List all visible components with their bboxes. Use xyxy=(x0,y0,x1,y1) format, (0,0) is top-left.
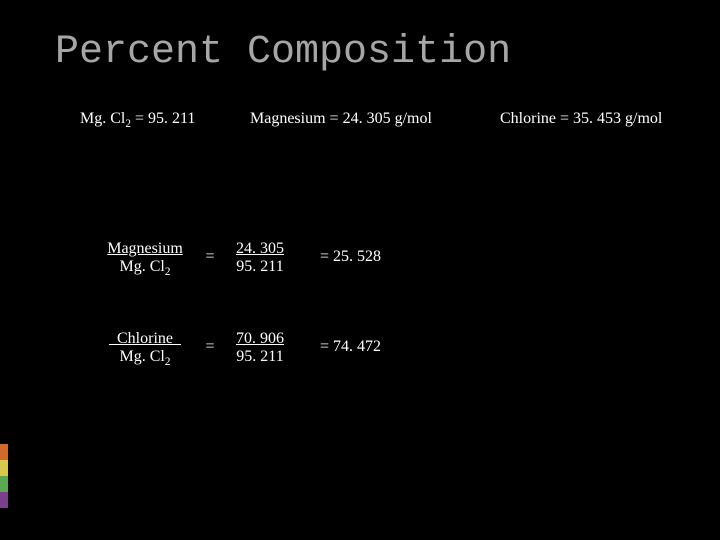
cl-result: = 74. 472 xyxy=(300,330,381,356)
decorative-color-strip xyxy=(0,444,8,508)
compound-formula-label: Mg. Cl xyxy=(80,110,125,127)
mg-fraction-numeric: 24. 305 95. 211 xyxy=(220,240,300,276)
mg-denominator-label: Mg. Cl xyxy=(120,258,165,275)
mg-result: = 25. 528 xyxy=(300,240,381,266)
cl-denominator-sub: 2 xyxy=(165,356,171,368)
strip-green xyxy=(0,476,8,492)
cl-num-bot: 95. 211 xyxy=(236,348,283,365)
cl-fraction-numeric: 70. 906 95. 211 xyxy=(220,330,300,366)
equals-sign: = xyxy=(200,330,220,356)
cl-fraction-element: Chlorine Mg. Cl2 xyxy=(90,330,200,368)
equals-sign: = xyxy=(200,240,220,266)
strip-orange xyxy=(0,444,8,460)
mg-denominator-sub: 2 xyxy=(165,266,171,278)
cl-num-top: 70. 906 xyxy=(232,330,288,348)
magnesium-mass: Magnesium = 24. 305 g/mol xyxy=(250,110,500,130)
compound-mass: Mg. Cl2 = 95. 211 xyxy=(80,110,250,130)
chlorine-equation: Chlorine Mg. Cl2 = 70. 906 95. 211 = 74.… xyxy=(90,330,450,368)
mg-fraction-element: Magnesium Mg. Cl2 xyxy=(90,240,200,278)
magnesium-equation: Magnesium Mg. Cl2 = 24. 305 95. 211 = 25… xyxy=(90,240,450,278)
molar-mass-header: Mg. Cl2 = 95. 211 Magnesium = 24. 305 g/… xyxy=(80,110,680,130)
chlorine-mass: Chlorine = 35. 453 g/mol xyxy=(500,110,680,130)
cl-numerator: Chlorine xyxy=(107,330,183,348)
strip-yellow xyxy=(0,460,8,476)
strip-purple xyxy=(0,492,8,508)
compound-formula-value: = 95. 211 xyxy=(131,110,195,127)
cl-denominator-label: Mg. Cl xyxy=(120,348,165,365)
mg-num-bot: 95. 211 xyxy=(236,258,283,275)
mg-num-top: 24. 305 xyxy=(232,240,288,258)
slide-title: Percent Composition xyxy=(55,30,511,75)
mg-numerator: Magnesium xyxy=(105,240,185,258)
